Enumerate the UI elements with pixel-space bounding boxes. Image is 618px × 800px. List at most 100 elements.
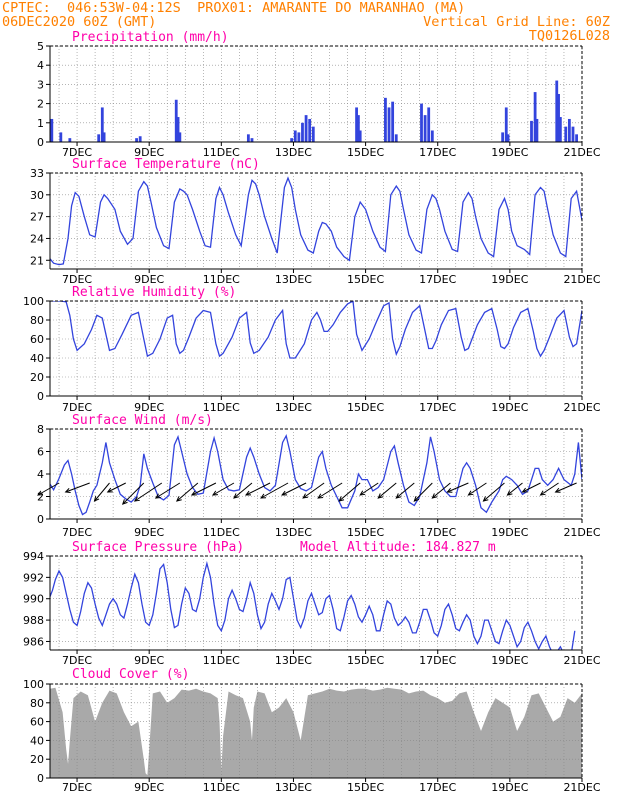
y-tick-label: 24 xyxy=(30,232,44,245)
x-tick-label: 7DEC xyxy=(62,526,92,539)
precip-bar xyxy=(557,94,560,142)
wind-arrow-head xyxy=(302,493,309,499)
wind-arrow-head xyxy=(244,490,252,496)
wind-arrow xyxy=(37,482,60,496)
wind-arrow-head xyxy=(467,490,474,496)
y-tick-label: 21 xyxy=(30,254,44,267)
y-tick-label: 30 xyxy=(30,189,44,202)
wind-arrow-head xyxy=(446,487,453,493)
precip-bar xyxy=(59,132,63,142)
x-tick-label: 19DEC xyxy=(491,273,528,286)
precip-bar xyxy=(535,118,539,142)
x-tick-label: 21DEC xyxy=(563,273,600,286)
x-tick-label: 13DEC xyxy=(275,654,312,667)
wind-arrow-head xyxy=(521,487,528,493)
cloud-area xyxy=(50,687,582,778)
x-tick-label: 9DEC xyxy=(134,781,164,794)
precip-bar xyxy=(571,126,575,142)
wind-arrow xyxy=(155,482,181,499)
header-line1: CPTEC: 046:53W-04:12S PROX01: AMARANTE D… xyxy=(2,0,466,16)
y-tick-label: 2 xyxy=(37,98,44,111)
x-tick-label: 19DEC xyxy=(491,401,528,414)
x-tick-label: 13DEC xyxy=(275,273,312,286)
wind-arrow xyxy=(447,482,469,493)
x-tick-label: 15DEC xyxy=(347,526,384,539)
precip-bar xyxy=(250,138,254,142)
wind-arrow-head xyxy=(539,490,546,496)
precip-bar xyxy=(555,80,559,142)
wind-arrow-head xyxy=(260,493,267,499)
x-tick-label: 19DEC xyxy=(491,781,528,794)
x-tick-label: 11DEC xyxy=(203,146,240,159)
x-tick-label: 11DEC xyxy=(203,654,240,667)
wind-arrow-head xyxy=(359,490,366,496)
x-tick-label: 21DEC xyxy=(563,146,600,159)
wind-arrow xyxy=(483,482,505,502)
precip-bar xyxy=(138,136,142,142)
y-tick-label: 2 xyxy=(37,491,44,504)
precip-bar xyxy=(178,132,182,142)
wind-arrow xyxy=(245,482,271,496)
wind-arrow-head xyxy=(233,493,239,499)
y-tick-label: 990 xyxy=(23,593,44,606)
precip-bar xyxy=(304,115,308,142)
panel-title: Surface Pressure (hPa) xyxy=(72,540,244,555)
wind-arrow-head xyxy=(64,488,71,493)
wind-arrow xyxy=(395,482,415,499)
y-tick-label: 20 xyxy=(30,753,44,766)
y-tick-label: 6 xyxy=(37,446,44,459)
precip-bar xyxy=(176,117,180,142)
panel-title: Precipitation (mm/h) xyxy=(72,30,229,45)
x-tick-label: 19DEC xyxy=(491,654,528,667)
wind-arrow xyxy=(302,482,325,499)
precip-bar xyxy=(423,115,427,142)
precip-bar xyxy=(506,134,510,142)
precip-bar xyxy=(50,118,54,142)
precip-bar xyxy=(384,97,387,142)
y-tick-label: 0 xyxy=(37,772,44,785)
x-tick-label: 21DEC xyxy=(563,781,600,794)
x-tick-label: 19DEC xyxy=(491,146,528,159)
precip-bar xyxy=(246,134,250,142)
wind-arrow-head xyxy=(554,487,561,493)
x-tick-label: 9DEC xyxy=(134,654,164,667)
wind-arrow-head xyxy=(281,490,288,496)
wind-arrow xyxy=(522,482,541,493)
wind-arrow-head xyxy=(37,490,44,496)
wind-arrow xyxy=(413,482,433,502)
wind-arrow-head xyxy=(121,499,128,505)
wind-arrow-head xyxy=(431,493,438,499)
wind-arrow xyxy=(281,482,307,496)
y-tick-label: 3 xyxy=(37,78,44,91)
precip-bar xyxy=(391,101,395,142)
wind-arrow xyxy=(359,482,379,496)
y-tick-label: 40 xyxy=(30,734,44,747)
precip-bar xyxy=(564,126,568,142)
wind-arrow xyxy=(65,482,90,493)
x-tick-label: 11DEC xyxy=(203,273,240,286)
wind-arrow xyxy=(107,482,126,493)
y-tick-label: 4 xyxy=(37,59,44,72)
x-tick-label: 11DEC xyxy=(203,526,240,539)
panel-annotation: Model Altitude: 184.827 m xyxy=(300,540,496,555)
x-tick-label: 9DEC xyxy=(134,146,164,159)
x-tick-label: 11DEC xyxy=(203,401,240,414)
precip-bar xyxy=(97,134,101,142)
x-tick-label: 7DEC xyxy=(62,273,92,286)
x-tick-label: 13DEC xyxy=(275,526,312,539)
wind-arrow-head xyxy=(482,496,489,502)
x-tick-label: 13DEC xyxy=(275,781,312,794)
precip-bar xyxy=(102,132,106,142)
wind-arrow xyxy=(317,482,343,499)
x-tick-label: 19DEC xyxy=(491,526,528,539)
panel-title: Relative Humidity (%) xyxy=(72,285,236,300)
wind-arrow-head xyxy=(506,490,513,496)
precip-bar xyxy=(530,120,533,142)
wind-arrow-head xyxy=(106,487,113,493)
wind-arrow xyxy=(134,482,163,502)
series-line xyxy=(50,176,582,266)
x-tick-label: 7DEC xyxy=(62,401,92,414)
precip-bar xyxy=(501,132,505,142)
x-tick-label: 9DEC xyxy=(134,526,164,539)
